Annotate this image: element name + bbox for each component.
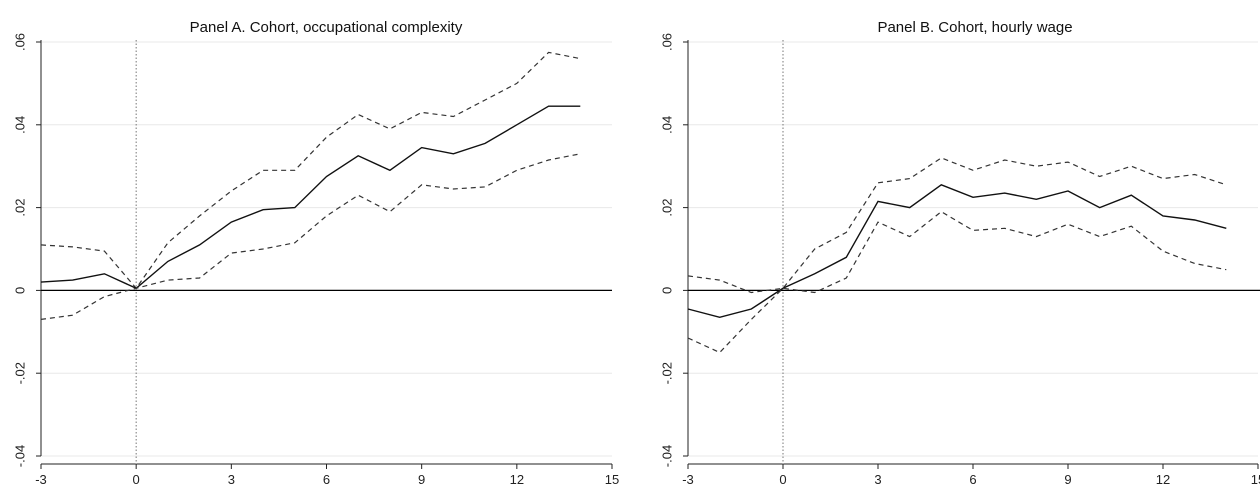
panel-b-y-tick-label-3: .02	[659, 199, 674, 217]
panel-b-x-tick-label-1: 0	[779, 472, 786, 487]
panel-a-x-tick-label-6: 15	[605, 472, 619, 487]
panel-a-y-tick-label-5: .06	[12, 33, 27, 51]
panel-b-y-tick-label-2: 0	[659, 287, 674, 294]
panel-b-y-tick-label-4: .04	[659, 116, 674, 134]
panel-b-estimate-line	[687, 184, 1227, 319]
panel-a-x-tick-label-5: 12	[510, 472, 524, 487]
panel-a-x-tick-label-3: 6	[323, 472, 330, 487]
panel-a-lower-line	[40, 153, 581, 320]
panel-a-y-tick-label-1: -.02	[12, 362, 27, 384]
panel-a-y-tick-label-4: .04	[12, 116, 27, 134]
panel-a-estimate-line	[40, 105, 581, 290]
panel-a-y-tick-label-0: -.04	[12, 445, 27, 467]
panel-b-x-tick-label-4: 9	[1064, 472, 1071, 487]
panel-b-title: Panel B. Cohort, hourly wage	[877, 19, 1072, 36]
panel-b: Panel B. Cohort, hourly wage -.04 -.02 0 .02…	[659, 19, 1260, 487]
panel-b-upper-line	[687, 157, 1227, 294]
panel-a: Panel A. Cohort, occupational complexity…	[12, 19, 619, 487]
panel-a-x-tick-label-2: 3	[228, 472, 235, 487]
panel-b-x-tick-label-0: -3	[682, 472, 694, 487]
panel-a-upper-line	[40, 51, 581, 290]
panel-a-x-tick-label-0: -3	[35, 472, 47, 487]
panel-b-lower-line	[687, 210, 1227, 354]
panel-b-y-tick-label-1: -.02	[659, 362, 674, 384]
panel-b-x-tick-label-3: 6	[969, 472, 976, 487]
panel-a-y-tick-label-2: 0	[12, 287, 27, 294]
panel-b-x-tick-label-5: 12	[1156, 472, 1170, 487]
panel-b-x-tick-label-2: 3	[874, 472, 881, 487]
panel-b-x-tick-label-6: 15	[1251, 472, 1260, 487]
panel-a-x-tick-label-1: 0	[133, 472, 140, 487]
panel-a-title: Panel A. Cohort, occupational complexity	[190, 19, 463, 36]
panel-b-y-tick-label-5: .06	[659, 33, 674, 51]
panel-a-y-tick-label-3: .02	[12, 199, 27, 217]
panel-b-y-tick-label-0: -.04	[659, 445, 674, 467]
panel-a-x-tick-label-4: 9	[418, 472, 425, 487]
